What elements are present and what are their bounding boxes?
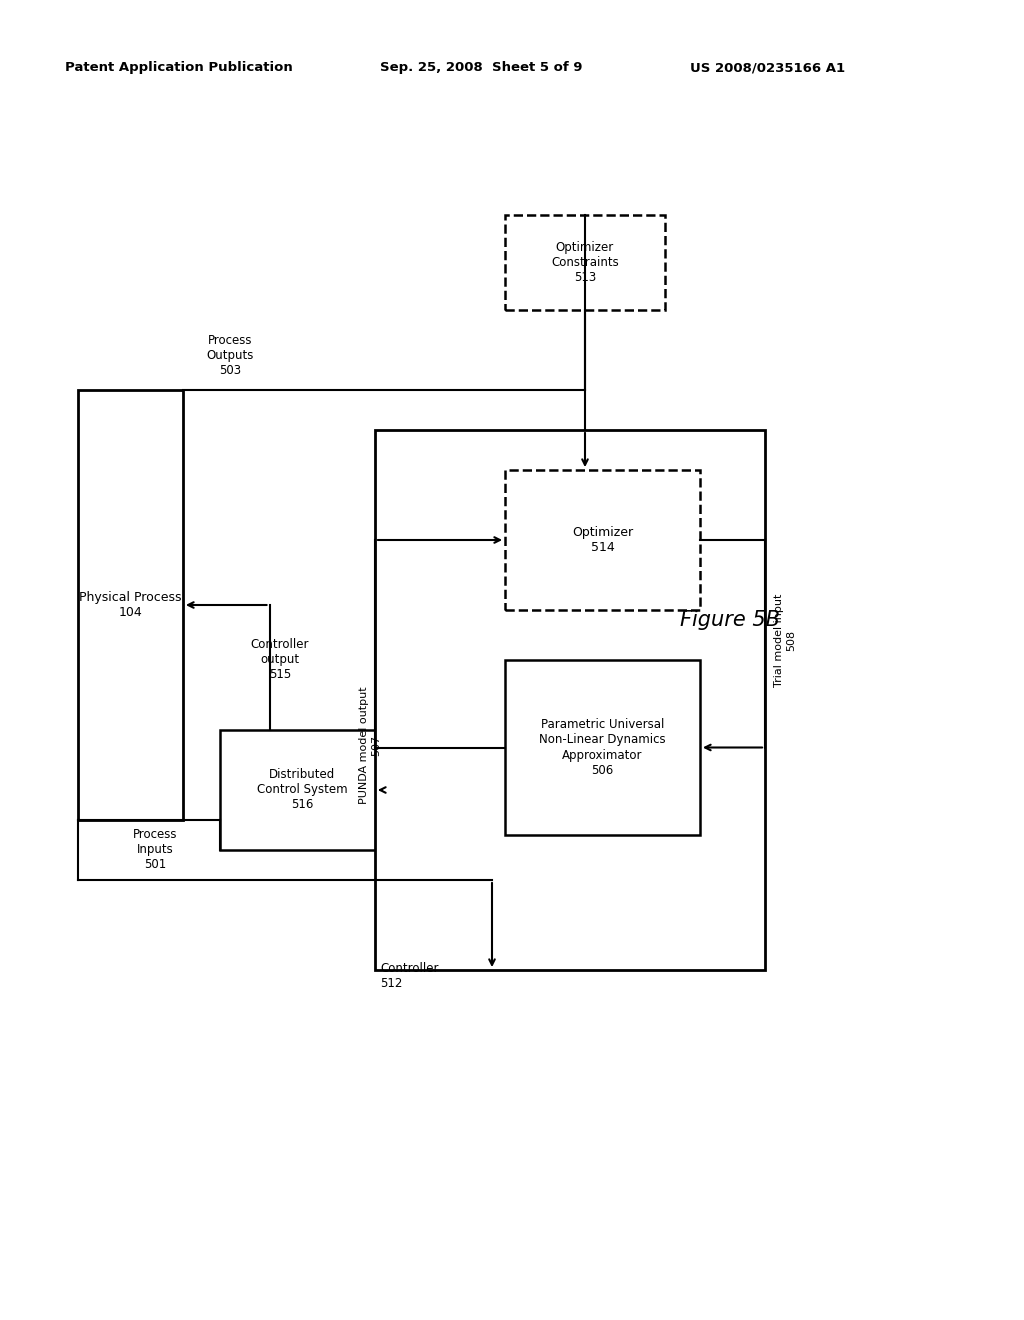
Text: Trial model input
508: Trial model input 508 — [774, 593, 796, 686]
Text: Optimizer
514: Optimizer 514 — [572, 525, 633, 554]
Bar — [505, 215, 665, 310]
Text: Controller
512: Controller 512 — [380, 962, 438, 990]
Text: Controller
output
515: Controller output 515 — [251, 639, 309, 681]
Bar — [505, 660, 700, 836]
Text: Figure 5B: Figure 5B — [680, 610, 780, 630]
Bar — [220, 730, 385, 850]
Text: Physical Process
104: Physical Process 104 — [79, 591, 181, 619]
Text: Process
Inputs
501: Process Inputs 501 — [133, 829, 177, 871]
Bar — [505, 470, 700, 610]
Text: Process
Outputs
503: Process Outputs 503 — [206, 334, 254, 376]
Bar — [78, 389, 183, 820]
Text: Sep. 25, 2008  Sheet 5 of 9: Sep. 25, 2008 Sheet 5 of 9 — [380, 62, 583, 74]
Text: PUNDA model output
507: PUNDA model output 507 — [359, 686, 381, 804]
Text: US 2008/0235166 A1: US 2008/0235166 A1 — [690, 62, 845, 74]
Text: Parametric Universal
Non-Linear Dynamics
Approximator
506: Parametric Universal Non-Linear Dynamics… — [540, 718, 666, 776]
Bar — [375, 430, 765, 970]
Text: Distributed
Control System
516: Distributed Control System 516 — [257, 768, 348, 812]
Text: Optimizer
Constraints
513: Optimizer Constraints 513 — [551, 242, 618, 284]
Text: Patent Application Publication: Patent Application Publication — [65, 62, 293, 74]
